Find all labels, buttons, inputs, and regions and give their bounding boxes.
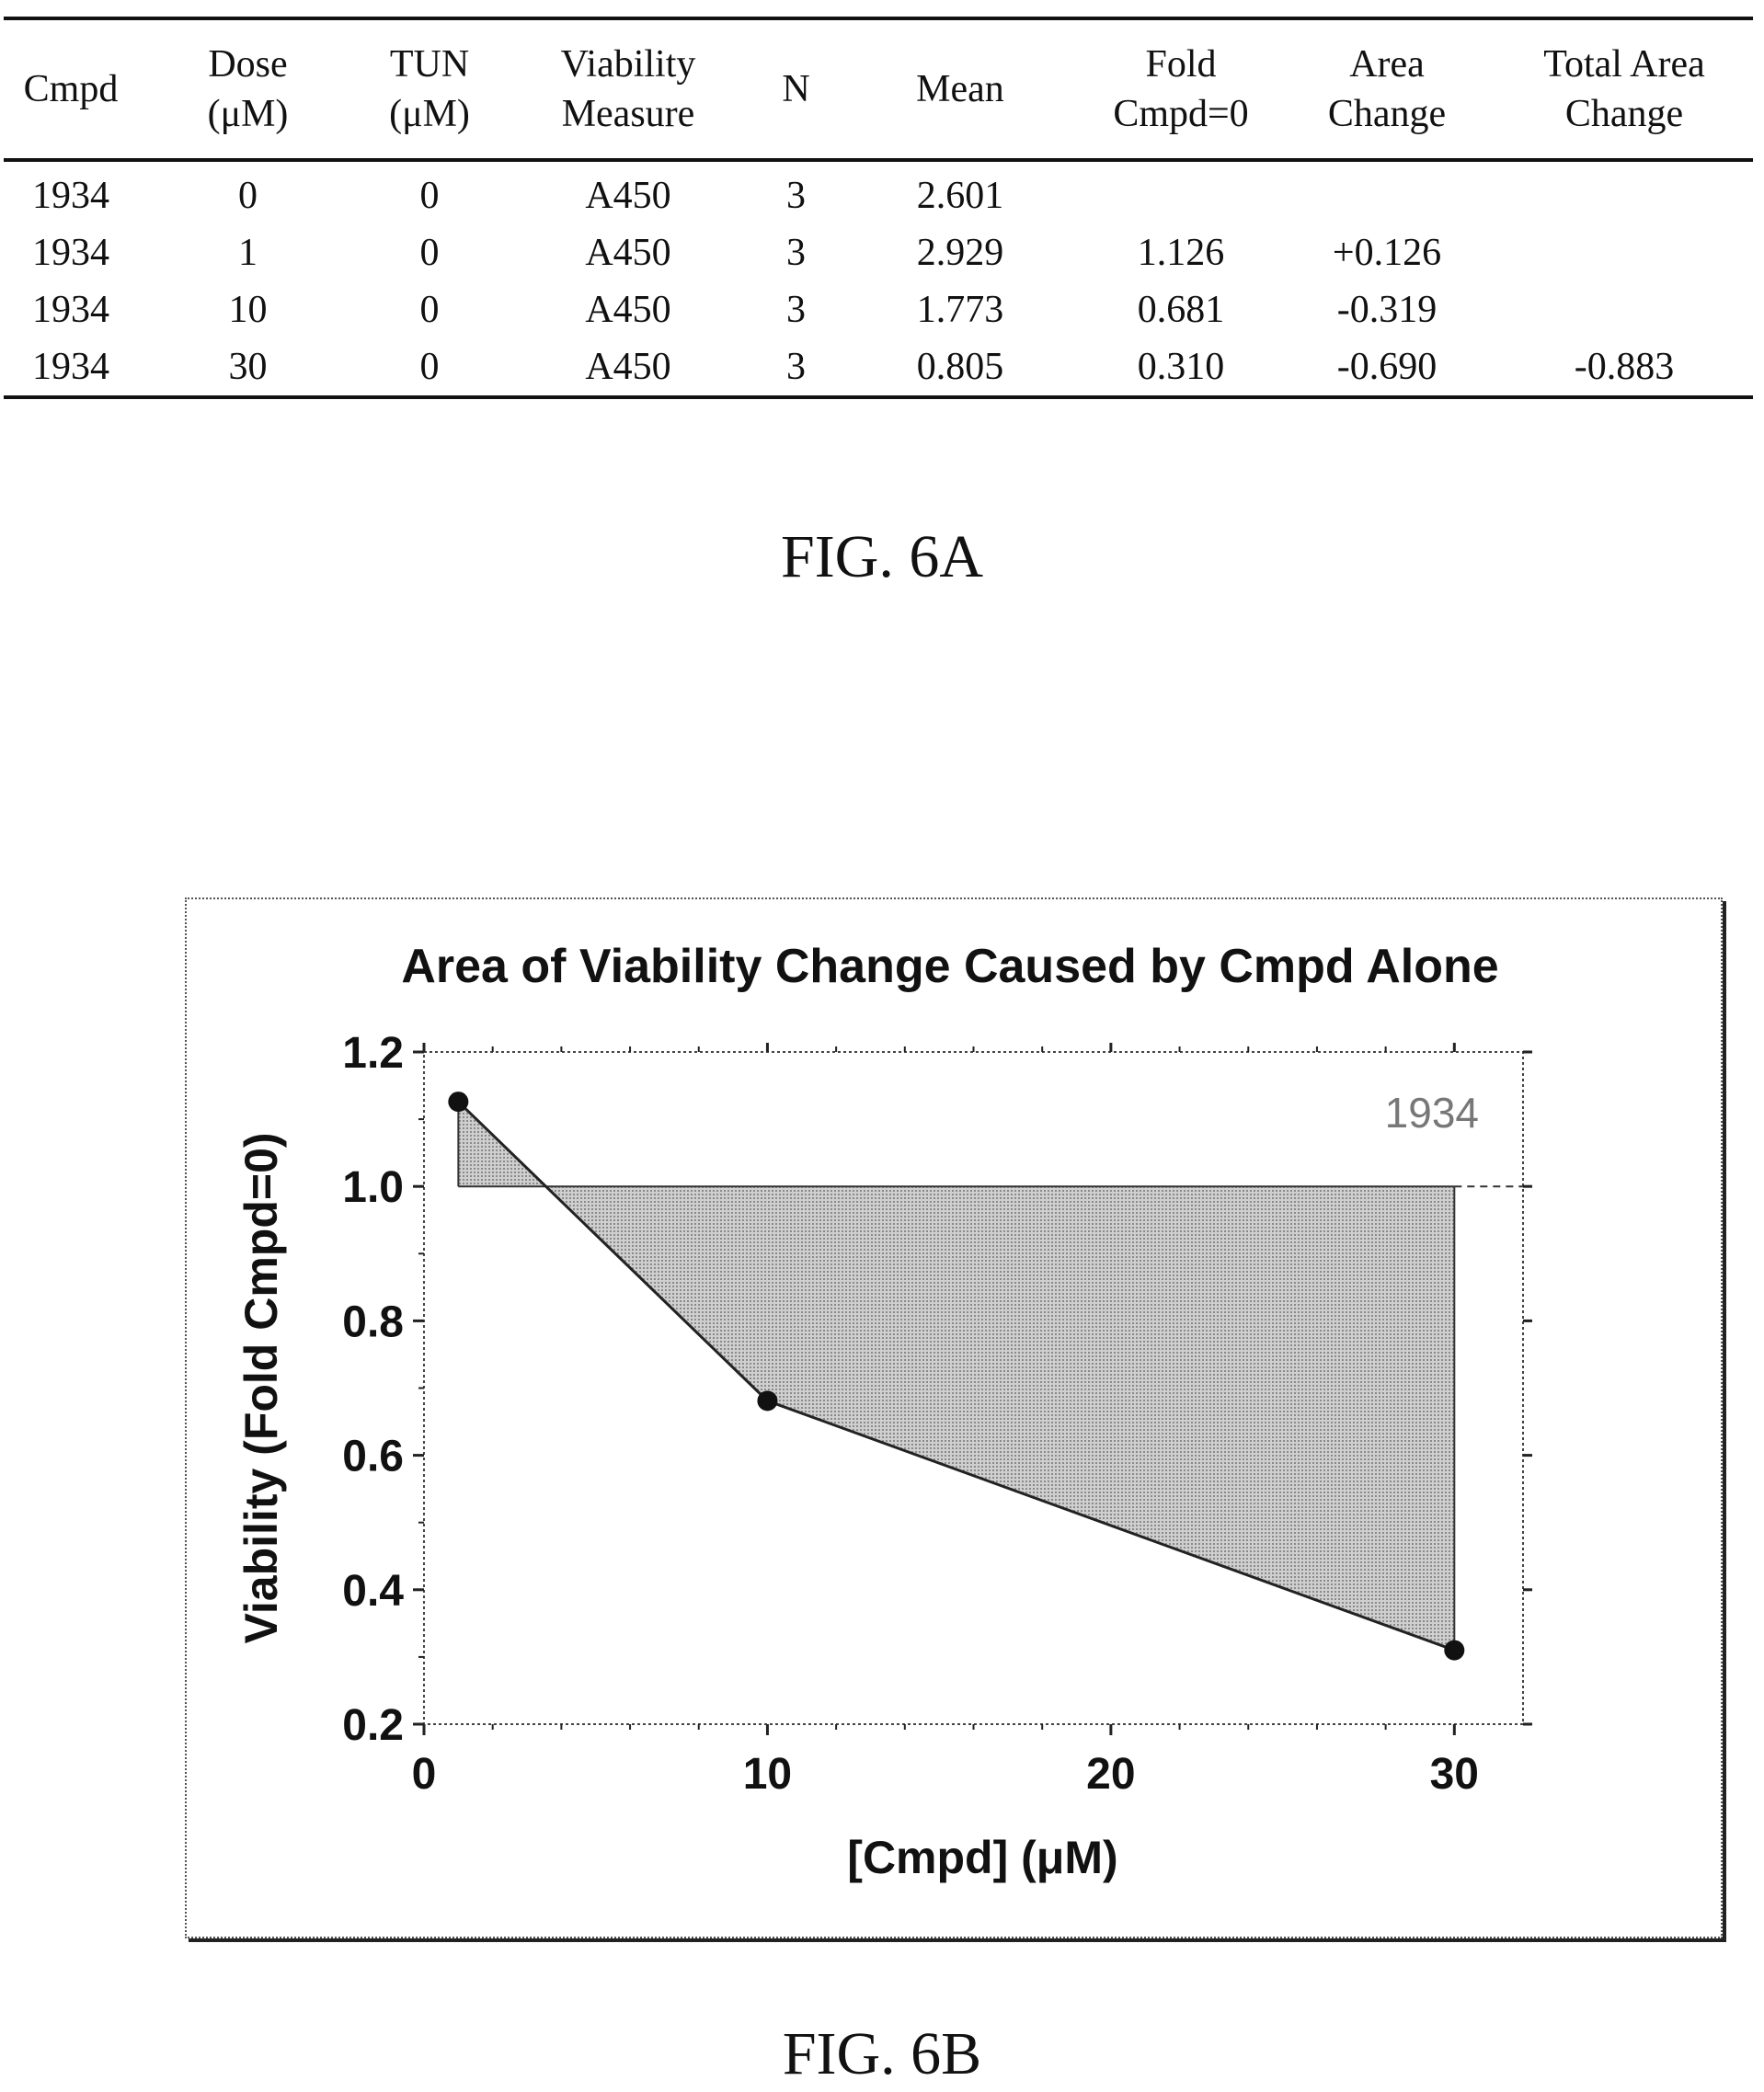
fig6a-table: Cmpd Dose (μM) TUN (μM) Viability Measure N… (4, 17, 1753, 399)
shaded-area (458, 1102, 1455, 1651)
data-point (757, 1390, 778, 1412)
chart-title: Area of Viability Change Caused by Cmpd … (401, 940, 1498, 993)
table-cell (1495, 224, 1753, 281)
table-row: 1934 0 0 A450 3 2.601 (4, 160, 1753, 224)
col-header-n: N (755, 17, 837, 162)
col-header-mean: Mean (837, 17, 1083, 162)
table-cell: -0.883 (1495, 338, 1753, 399)
table-header: Cmpd Dose (μM) TUN (μM) Viability Measure N… (4, 17, 1753, 162)
table-cell: 0 (419, 175, 440, 217)
table-cell: 3 (786, 289, 806, 331)
table-cell: 2.929 (916, 232, 1004, 274)
table-cell: 1934 (32, 175, 109, 217)
table-cell: 0 (419, 289, 440, 331)
col-header-fold: Fold Cmpd=0 (1083, 17, 1278, 162)
y-axis-label: Viability (Fold Cmpd=0) (235, 1132, 287, 1643)
table-cell: 30 (138, 338, 358, 399)
table-row: 1934 10 0 A450 3 1.773 0.681 -0.319 (4, 281, 1753, 338)
y-tick-label: 1.0 (342, 1163, 404, 1212)
col-header-viability-measure: Viability Measure (501, 17, 755, 162)
table-cell: -0.690 (1278, 338, 1495, 399)
table-cell: 1934 (32, 232, 109, 274)
table-cell: 10 (228, 289, 268, 331)
table-cell: 1.126 (1137, 232, 1225, 274)
y-tick-label: 0.4 (342, 1567, 404, 1616)
table-cell: 0 (358, 338, 501, 399)
table-cell (1278, 160, 1495, 224)
x-tick-label: 10 (743, 1750, 792, 1799)
table-cell: 1934 (32, 289, 109, 331)
figure-caption-6b: FIG. 6B (782, 2020, 982, 2087)
table-row: 1934 30 0 A450 3 0.805 0.310 -0.690 -0.8… (4, 338, 1753, 399)
table-cell: A450 (585, 175, 671, 217)
x-tick-label: 0 (412, 1750, 437, 1799)
table-cell: +0.126 (1332, 232, 1442, 274)
table-cell: 0.310 (1083, 338, 1278, 399)
y-tick-label: 0.8 (342, 1297, 404, 1346)
table-cell: 0 (238, 175, 258, 217)
y-tick-label: 1.2 (342, 1029, 404, 1078)
x-tick-label: 30 (1430, 1750, 1479, 1799)
table-cell: 1.773 (916, 289, 1004, 331)
x-axis-label: [Cmpd] (μM) (847, 1832, 1117, 1883)
table-cell: 0.805 (837, 338, 1083, 399)
chart-plot-area: 0.2 0.4 0.6 0.8 1.0 1.2 0 10 20 30 1934 (342, 1029, 1532, 1799)
chart-frame: Area of Viability Change Caused by Cmpd … (185, 897, 1723, 1938)
data-point (1444, 1640, 1465, 1661)
table-cell: A450 (501, 338, 755, 399)
table-cell: A450 (585, 289, 671, 331)
table-cell: 1934 (4, 338, 138, 399)
table-cell: -0.319 (1336, 289, 1438, 331)
col-header-tun: TUN (μM) (358, 17, 501, 162)
col-header-total-area-change: Total Area Change (1495, 17, 1753, 162)
table-cell: 0 (419, 232, 440, 274)
table-cell: 3 (786, 175, 806, 217)
table-cell: 0.681 (1137, 289, 1225, 331)
table-cell: 3 (786, 232, 806, 274)
table-cell (1083, 160, 1278, 224)
table-cell (1495, 160, 1753, 224)
col-header-dose: Dose (μM) (138, 17, 358, 162)
y-tick-label: 0.2 (342, 1701, 404, 1750)
figure-caption-6a: FIG. 6A (780, 523, 983, 590)
data-point (448, 1092, 469, 1113)
x-tick-label: 20 (1086, 1750, 1135, 1799)
table-cell: A450 (585, 232, 671, 274)
table-row: 1934 1 0 A450 3 2.929 1.126 +0.126 (4, 224, 1753, 281)
col-header-area-change: Area Change (1278, 17, 1495, 162)
series-label: 1934 (1385, 1089, 1479, 1137)
table-cell: 1 (238, 232, 258, 274)
viability-chart: Area of Viability Change Caused by Cmpd … (235, 940, 1532, 1883)
table-cell: 2.601 (916, 175, 1004, 217)
table-header-row: Cmpd Dose (μM) TUN (μM) Viability Measure N… (4, 17, 1753, 162)
y-tick-label: 0.6 (342, 1433, 404, 1481)
table-body: 1934 0 0 A450 3 2.601 1934 1 0 A450 3 2.… (4, 160, 1753, 399)
table-cell (1495, 281, 1753, 338)
col-header-cmpd: Cmpd (4, 17, 138, 162)
table-cell: 3 (755, 338, 837, 399)
